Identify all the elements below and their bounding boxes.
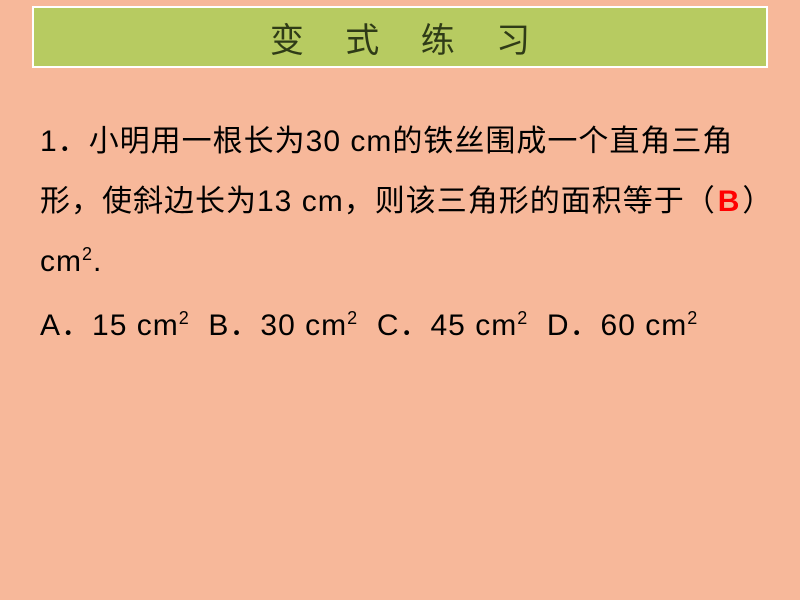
exp-a: 2 [179,308,190,328]
content-area: 1．小明用一根长为30 cm的铁丝围成一个直角三角形，使斜边长为13 cm，则该… [40,112,760,356]
answer-letter: B [716,185,743,218]
header-title: 变 式 练 习 [254,13,546,62]
option-a-label: A． [40,309,92,342]
option-c-label: C． [377,309,431,342]
question-number: 1． [40,125,89,158]
option-a-value: 15 cm [92,309,179,342]
option-d-value: 60 cm [601,309,688,342]
option-b-value: 30 cm [260,309,347,342]
slide: 变 式 练 习 1．小明用一根长为30 cm的铁丝围成一个直角三角形，使斜边长为… [0,0,800,600]
option-c-value: 45 cm [430,309,517,342]
header-band: 变 式 练 习 [32,6,768,68]
question-body-3: . [93,245,102,278]
option-b-label: B． [208,309,260,342]
exp-q: 2 [82,244,93,264]
exp-d: 2 [687,308,698,328]
question-body-1: 小明用一根长为30 cm的铁丝围成一个直角三角形，使斜边长为13 cm，则该三角… [40,125,733,218]
option-d-label: D． [547,309,601,342]
exp-c: 2 [517,308,528,328]
options-line: A．15 cm2 B．30 cm2 C．45 cm2 D．60 cm2 [40,296,760,356]
question-text: 1．小明用一根长为30 cm的铁丝围成一个直角三角形，使斜边长为13 cm，则该… [40,112,760,292]
exp-b: 2 [347,308,358,328]
